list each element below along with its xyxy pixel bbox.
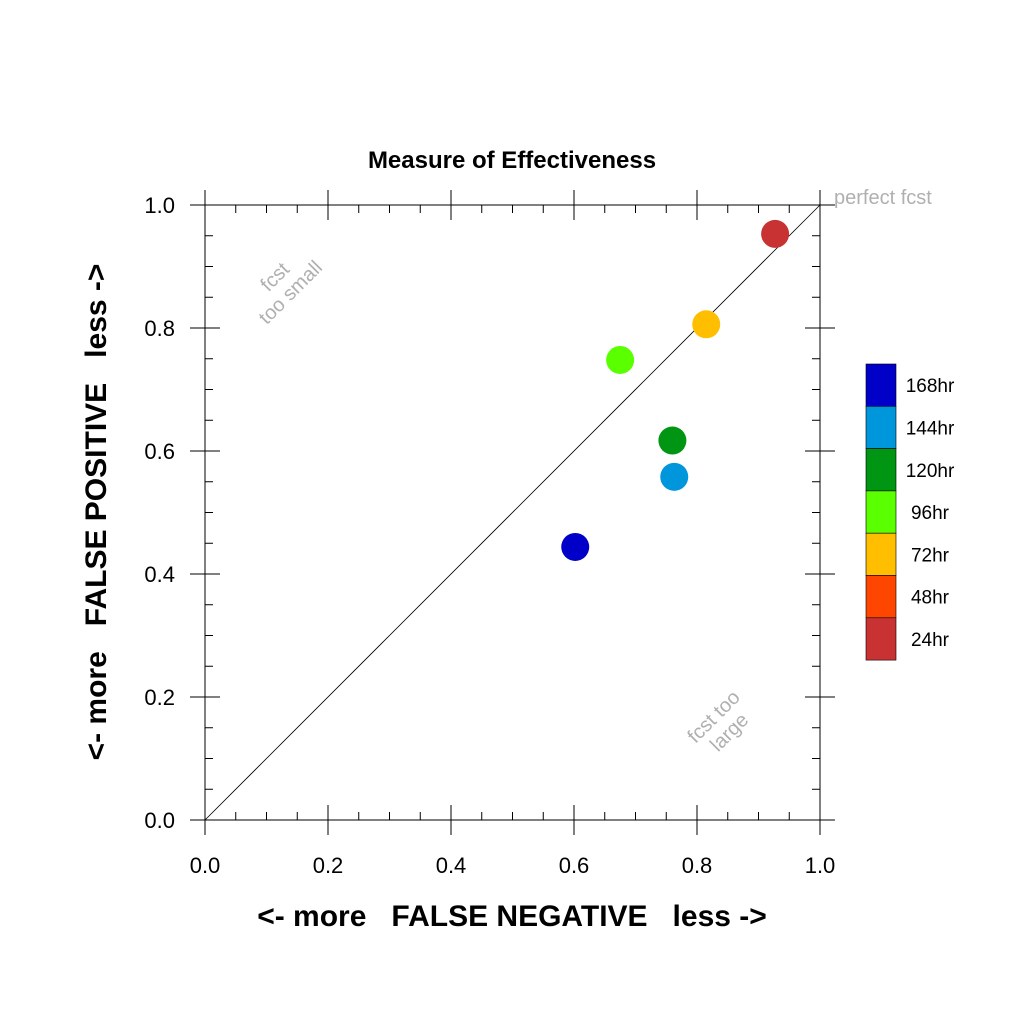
annotation-too-large: fcst too large <box>684 687 754 757</box>
legend-label-96hr: 96hr <box>911 503 950 524</box>
x-tick-label: 0.8 <box>682 853 713 878</box>
tick-labels: 0.0 0.2 0.4 0.6 0.8 1.0 0.0 0.2 0.4 0.6 0.8 1.0 <box>144 193 835 878</box>
y-tick-label: 0.6 <box>144 439 175 464</box>
point-96hr <box>606 345 635 374</box>
x-axis-label: <- more FALSE NEGATIVE less -> <box>257 900 767 933</box>
x-tick-label: 0.0 <box>190 853 221 878</box>
y-tick-label: 0.0 <box>144 808 175 833</box>
legend-swatch-168hr <box>865 363 897 407</box>
point-144hr <box>660 462 689 491</box>
point-120hr <box>658 426 687 455</box>
annotation-too-small-line2: too small <box>255 257 327 329</box>
legend-label-144hr: 144hr <box>906 418 955 439</box>
x-tick-label: 1.0 <box>805 853 836 878</box>
diagonal-line <box>204 204 821 821</box>
legend-swatch-48hr <box>865 575 897 619</box>
point-24hr <box>761 219 790 248</box>
legend-label-72hr: 72hr <box>911 545 950 566</box>
legend-swatch-96hr <box>865 490 897 534</box>
y-tick-label: 0.2 <box>144 685 175 710</box>
legend-label-24hr: 24hr <box>911 630 950 651</box>
legend-swatch-72hr <box>865 532 897 576</box>
y-tick-label: 1.0 <box>144 193 175 218</box>
data-points <box>561 219 790 561</box>
annotation-perfect-fcst: perfect fcst <box>834 187 932 209</box>
chart-title: Measure of Effectiveness <box>368 147 656 174</box>
x-tick-label: 0.6 <box>559 853 590 878</box>
y-tick-label: 0.4 <box>144 562 175 587</box>
legend-label-168hr: 168hr <box>906 376 955 397</box>
y-tick-label: 0.8 <box>144 316 175 341</box>
y-axis-label: <- more FALSE POSITIVE less -> <box>80 264 113 761</box>
legend-swatch-24hr <box>865 617 897 661</box>
x-tick-label: 0.2 <box>313 853 344 878</box>
x-tick-label: 0.4 <box>436 853 467 878</box>
legend: 168hr 144hr 120hr 96hr 72hr 48hr 24hr <box>865 363 955 661</box>
legend-swatch-144hr <box>865 405 897 449</box>
annotation-too-small: fcst too small <box>255 257 327 329</box>
point-72hr <box>692 310 721 339</box>
axis-ticks <box>190 190 835 835</box>
legend-swatch-120hr <box>865 448 897 492</box>
legend-label-120hr: 120hr <box>906 461 955 482</box>
perfect-forecast-line <box>204 204 821 821</box>
legend-label-48hr: 48hr <box>911 588 950 609</box>
point-168hr <box>561 532 590 561</box>
